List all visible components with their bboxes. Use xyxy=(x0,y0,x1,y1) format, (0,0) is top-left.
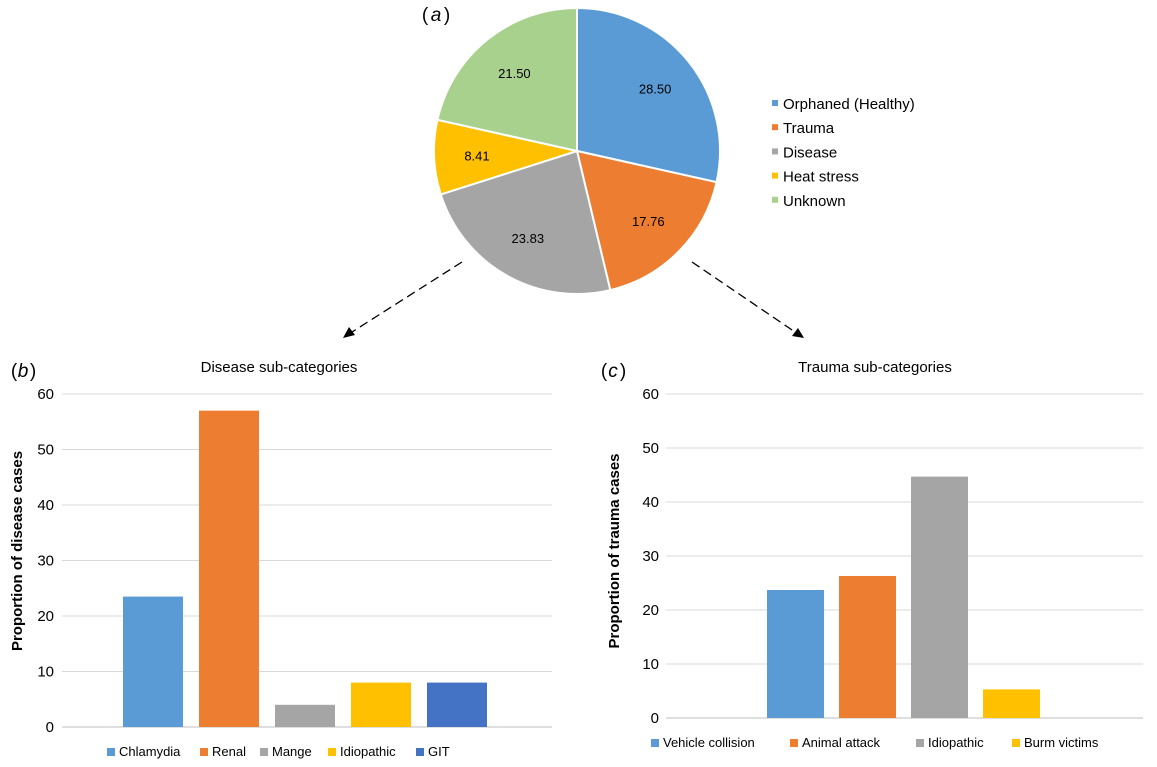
pie-chart: 28.50 17.76 23.83 8.41 21.50 xyxy=(433,6,721,295)
legend-label: Animal attack xyxy=(802,735,881,750)
bar-2 xyxy=(911,476,968,718)
panel-b-label: b xyxy=(18,361,29,382)
bar-0 xyxy=(767,590,824,718)
legend-label: Disease xyxy=(783,144,837,161)
bar-0 xyxy=(123,596,183,727)
bar-1 xyxy=(199,410,259,727)
panel-c-ylabel: Proportion of trauma cases xyxy=(606,453,623,648)
bar-3 xyxy=(351,682,411,727)
y-tick-label: 0 xyxy=(46,719,54,736)
y-tick-label: 40 xyxy=(642,494,659,511)
trauma-bar-chart: 0 10 20 30 40 50 60 Vehicle collision Animal att… xyxy=(642,386,1143,750)
panel-c-title: Trauma sub-categories xyxy=(798,359,952,376)
panel-c-paren-close: ) xyxy=(620,361,626,382)
y-tick-label: 10 xyxy=(37,664,54,681)
legend-swatch xyxy=(260,748,268,756)
y-tick-label: 40 xyxy=(37,497,54,514)
y-tick-label: 30 xyxy=(642,548,659,565)
legend-swatch xyxy=(772,100,778,106)
y-tick-label: 50 xyxy=(37,442,54,459)
panel-a-paren-open: ( xyxy=(422,5,429,26)
legend-label: GIT xyxy=(428,744,450,759)
legend-label: Unknown xyxy=(783,193,846,210)
legend-swatch xyxy=(200,748,208,756)
pie-slice-1 xyxy=(575,149,718,292)
bar-2 xyxy=(275,704,335,727)
panel-c-label: c xyxy=(608,361,618,382)
y-tick-label: 10 xyxy=(642,656,659,673)
legend-swatch xyxy=(772,196,778,203)
legend-label: Idiopathic xyxy=(340,744,396,759)
legend-swatch xyxy=(772,172,778,179)
panel-a-paren-close: ) xyxy=(444,5,450,26)
pie-value-label: 17.76 xyxy=(632,214,665,229)
y-tick-label: 50 xyxy=(642,440,659,457)
legend-label: Burm victims xyxy=(1024,735,1099,750)
pie-slice-0 xyxy=(576,6,721,184)
bar-3 xyxy=(983,689,1040,718)
y-tick-label: 60 xyxy=(37,386,54,403)
panel-b-paren-close: ) xyxy=(30,361,36,382)
legend-label: Trauma xyxy=(783,120,835,137)
y-tick-label: 60 xyxy=(642,386,659,403)
pie-value-label: 28.50 xyxy=(639,81,672,96)
legend-swatch xyxy=(107,748,115,756)
y-tick-label: 30 xyxy=(37,553,54,570)
disease-bar-chart: 0 10 20 30 40 50 60 Chlamydia Renal Mange Idiopath… xyxy=(37,386,552,759)
legend-label: Idiopathic xyxy=(928,735,984,750)
y-tick-label: 20 xyxy=(642,602,659,619)
legend-swatch xyxy=(651,739,659,747)
y-tick-label: 20 xyxy=(37,608,54,625)
panel-b-paren-open: ( xyxy=(11,361,18,382)
pie-slice-4 xyxy=(436,6,578,153)
pie-slice-2 xyxy=(439,149,612,295)
legend-swatch xyxy=(416,748,424,756)
pie-legend: Orphaned (Healthy) Trauma Disease Heat stre… xyxy=(772,96,915,210)
legend-swatch xyxy=(916,739,924,747)
bar-4 xyxy=(427,682,487,727)
legend-label: Orphaned (Healthy) xyxy=(783,96,915,113)
y-tick-label: 0 xyxy=(651,710,659,727)
legend-swatch xyxy=(772,148,778,155)
legend-label: Mange xyxy=(272,744,312,759)
legend-label: Heat stress xyxy=(783,169,859,186)
panel-a-label: a xyxy=(431,5,442,26)
legend-label: Chlamydia xyxy=(119,744,181,759)
panel-b-title: Disease sub-categories xyxy=(201,359,358,376)
arrow-to-trauma xyxy=(691,261,804,338)
pie-value-label: 8.41 xyxy=(464,148,489,163)
pie-value-label: 21.50 xyxy=(498,66,531,81)
arrow-to-disease xyxy=(343,261,463,338)
legend-label: Vehicle collision xyxy=(663,735,755,750)
panel-b-ylabel: Proportion of disease cases xyxy=(9,451,26,651)
panel-c-paren-open: ( xyxy=(601,361,608,382)
legend-swatch xyxy=(328,748,336,756)
bar-1 xyxy=(839,575,896,718)
pie-value-label: 23.83 xyxy=(512,231,545,246)
legend-swatch xyxy=(1012,739,1020,747)
legend-label: Renal xyxy=(212,744,246,759)
legend-swatch xyxy=(790,739,798,747)
legend-swatch xyxy=(772,124,778,131)
